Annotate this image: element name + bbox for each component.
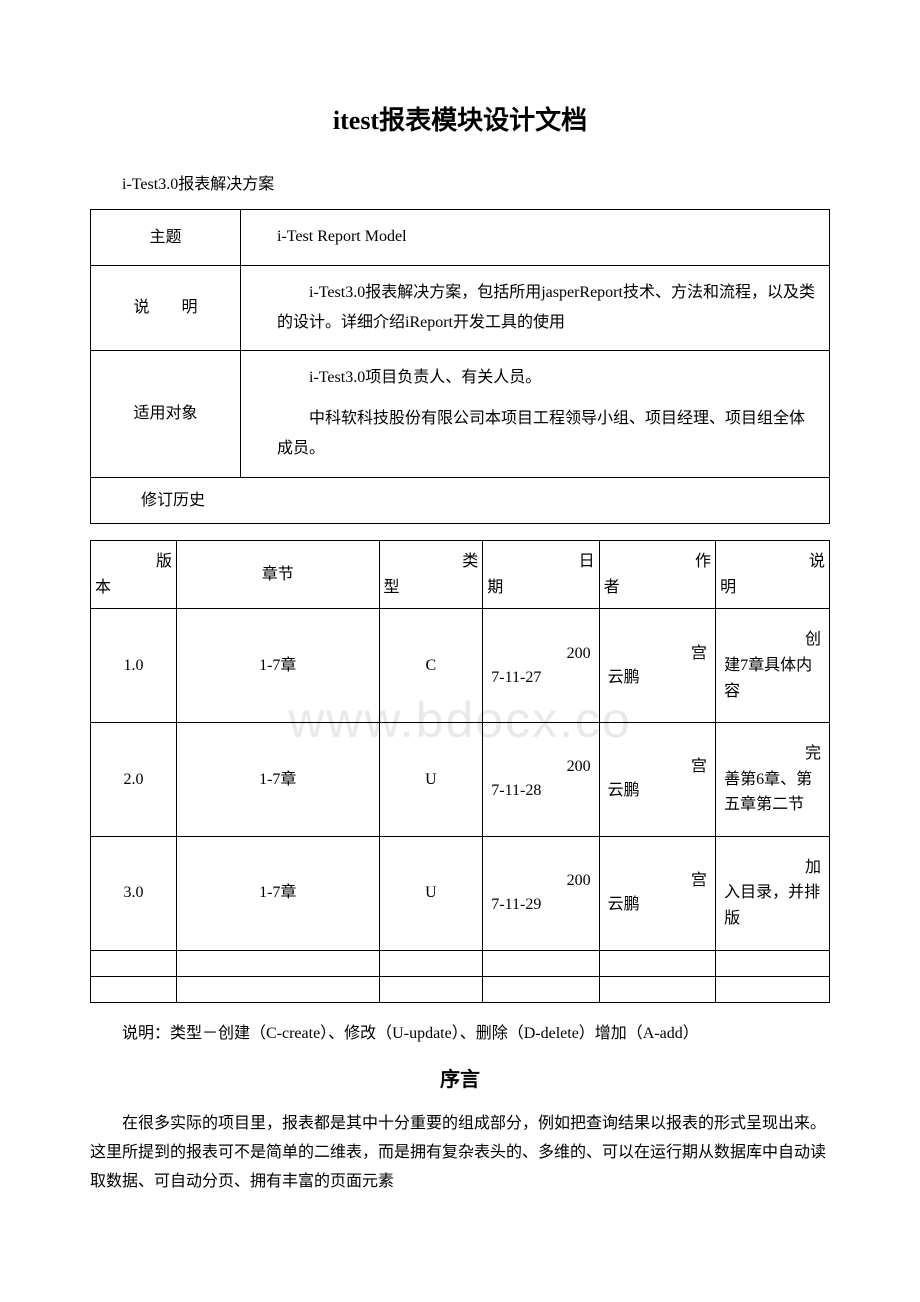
hdr-date-lead: 日: [579, 549, 595, 575]
cell-date: 200 7-11-27: [483, 609, 599, 723]
meta-row-topic: 主题 i-Test Report Model: [91, 210, 830, 265]
meta-row-history: 修订历史: [91, 477, 830, 524]
cell-date: 200 7-11-29: [483, 836, 599, 950]
meta-desc-label: 说 明: [91, 265, 241, 351]
cell-date-l1: 200: [487, 869, 594, 893]
meta-aud-line1: i-Test3.0项目负责人、有关人员。: [277, 363, 819, 393]
cell-note: 加 入目录，并排版: [716, 836, 830, 950]
history-empty-row: [91, 950, 830, 976]
meta-table: 主题 i-Test Report Model 说 明 i-Test3.0报表解决…: [90, 209, 830, 524]
meta-aud-line2: 中科软科技股份有限公司本项目工程领导小组、项目经理、项目组全体成员。: [277, 404, 819, 465]
cell-date-l2: 7-11-27: [487, 666, 594, 690]
cell-note-rest: 建7章具体内容: [720, 653, 825, 704]
hdr-version-lead: 版: [156, 549, 172, 575]
preface-body: 在很多实际的项目里，报表都是其中十分重要的组成部分，例如把查询结果以报表的形式呈…: [90, 1110, 830, 1196]
cell-type: C: [379, 609, 483, 723]
cell-version: 2.0: [91, 723, 177, 837]
meta-row-desc: 说 明 i-Test3.0报表解决方案，包括所用jasperReport技术、方…: [91, 265, 830, 351]
history-row: 1.0 1-7章 C 200 7-11-27 宫 云鹏 创 建7章具体内容: [91, 609, 830, 723]
meta-aud-value: i-Test3.0项目负责人、有关人员。 中科软科技股份有限公司本项目工程领导小…: [241, 351, 830, 477]
cell-note: 创 建7章具体内容: [716, 609, 830, 723]
hdr-note-lead: 说: [809, 549, 825, 575]
meta-desc-label-part2: 明: [182, 299, 198, 316]
type-legend: 说明：类型－创建（C-create）、修改（U-update）、删除（D-del…: [90, 1021, 830, 1047]
cell-note-lead: 创: [720, 627, 825, 653]
history-row: 2.0 1-7章 U 200 7-11-28 宫 云鹏 完 善第6章、第五章第二…: [91, 723, 830, 837]
meta-aud-label: 适用对象: [91, 351, 241, 477]
hdr-chapter: 章节: [177, 541, 379, 609]
cell-author-l1: 宫: [604, 755, 711, 779]
hdr-type-lead: 类: [462, 549, 478, 575]
cell-author-l2: 云鹏: [604, 893, 711, 917]
hdr-date: 日 期: [483, 541, 599, 609]
meta-history-label: 修订历史: [91, 477, 830, 524]
hdr-date-rest: 期: [487, 575, 594, 601]
cell-version: 3.0: [91, 836, 177, 950]
cell-type: U: [379, 723, 483, 837]
hdr-version-rest: 本: [95, 575, 172, 601]
hdr-author-rest: 者: [604, 575, 711, 601]
cell-note-lead: 加: [720, 855, 825, 881]
meta-topic-label: 主题: [91, 210, 241, 265]
cell-date-l1: 200: [487, 642, 594, 666]
cell-author-l1: 宫: [604, 869, 711, 893]
cell-note-rest: 入目录，并排版: [720, 880, 825, 931]
meta-desc-value: i-Test3.0报表解决方案，包括所用jasperReport技术、方法和流程…: [241, 265, 830, 351]
hdr-author: 作 者: [599, 541, 715, 609]
history-header-row: 版 本 章节 类 型 日 期: [91, 541, 830, 609]
doc-subtitle: i-Test3.0报表解决方案: [90, 172, 830, 198]
cell-note-rest: 善第6章、第五章第二节: [720, 767, 825, 818]
cell-date-l1: 200: [487, 755, 594, 779]
cell-author-l2: 云鹏: [604, 666, 711, 690]
cell-version: 1.0: [91, 609, 177, 723]
hdr-note: 说 明: [716, 541, 830, 609]
history-empty-row: [91, 976, 830, 1002]
cell-author-l1: 宫: [604, 642, 711, 666]
cell-author: 宫 云鹏: [599, 609, 715, 723]
cell-type: U: [379, 836, 483, 950]
cell-note-lead: 完: [720, 741, 825, 767]
cell-chapter: 1-7章: [177, 723, 379, 837]
hdr-version: 版 本: [91, 541, 177, 609]
meta-topic-value: i-Test Report Model: [241, 210, 830, 265]
page-title: itest报表模块设计文档: [90, 100, 830, 142]
hdr-type: 类 型: [379, 541, 483, 609]
cell-author-l2: 云鹏: [604, 779, 711, 803]
cell-note: 完 善第6章、第五章第二节: [716, 723, 830, 837]
history-row: 3.0 1-7章 U 200 7-11-29 宫 云鹏 加 入目录，并排版: [91, 836, 830, 950]
preface-heading: 序言: [90, 1064, 830, 1096]
cell-date-l2: 7-11-28: [487, 779, 594, 803]
cell-author: 宫 云鹏: [599, 723, 715, 837]
cell-date: 200 7-11-28: [483, 723, 599, 837]
hdr-type-rest: 型: [384, 575, 479, 601]
cell-chapter: 1-7章: [177, 836, 379, 950]
history-table: 版 本 章节 类 型 日 期: [90, 540, 830, 1003]
meta-desc-label-part1: 说: [133, 299, 149, 316]
hdr-note-rest: 明: [720, 575, 825, 601]
cell-author: 宫 云鹏: [599, 836, 715, 950]
cell-date-l2: 7-11-29: [487, 893, 594, 917]
cell-chapter: 1-7章: [177, 609, 379, 723]
hdr-author-lead: 作: [695, 549, 711, 575]
meta-row-audience: 适用对象 i-Test3.0项目负责人、有关人员。 中科软科技股份有限公司本项目…: [91, 351, 830, 477]
